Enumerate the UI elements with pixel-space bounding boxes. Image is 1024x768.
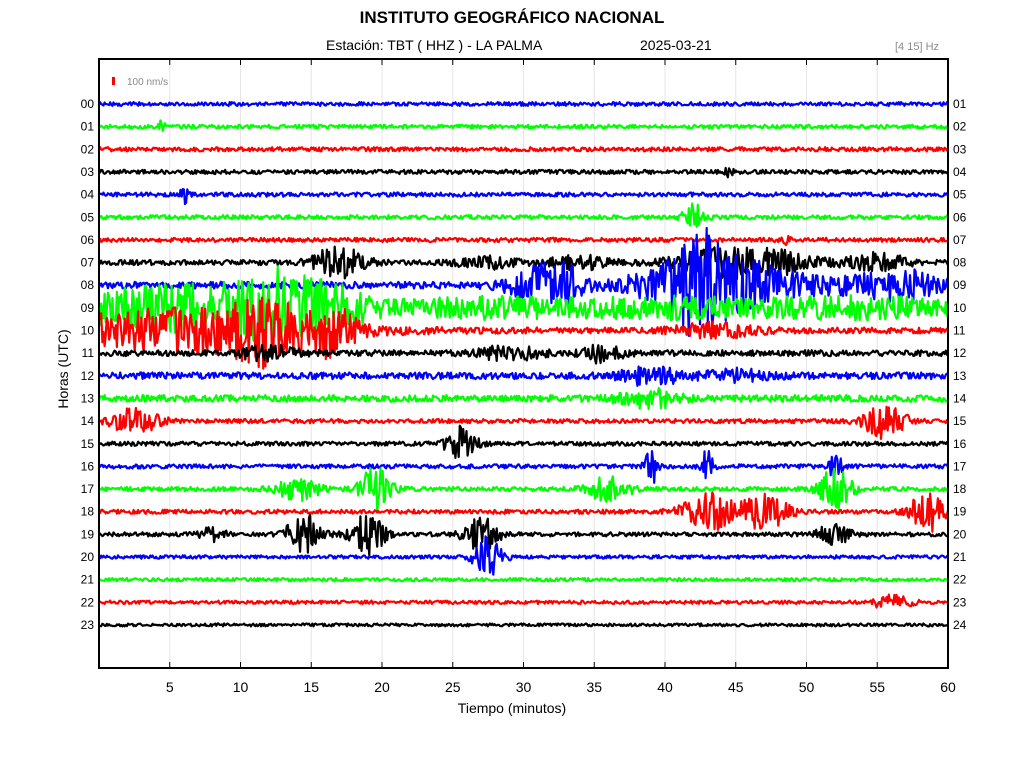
x-tick-label: 40 xyxy=(657,679,673,695)
scale-label: 100 nm/s xyxy=(127,77,168,88)
hour-label-right: 06 xyxy=(953,210,967,224)
hour-label-right: 08 xyxy=(953,256,967,270)
hour-label-left: 05 xyxy=(81,210,95,224)
scale-bar xyxy=(112,77,115,85)
hour-label-left: 18 xyxy=(81,505,95,519)
hour-label-left: 01 xyxy=(81,120,95,134)
hour-label-right: 21 xyxy=(953,550,967,564)
hour-label-left: 03 xyxy=(81,165,95,179)
hour-label-right: 09 xyxy=(953,278,967,292)
hour-label-right: 18 xyxy=(953,482,967,496)
frequency-band-label: [4 15] Hz xyxy=(895,41,940,53)
x-tick-label: 15 xyxy=(303,679,319,695)
trace-hour-23 xyxy=(98,622,949,628)
date-label: 2025-03-21 xyxy=(640,37,712,53)
trace-hour-06 xyxy=(97,234,949,247)
trace-hour-03 xyxy=(99,166,948,179)
hour-label-right: 19 xyxy=(953,505,967,519)
hour-label-right: 20 xyxy=(953,527,967,541)
x-tick-label: 45 xyxy=(728,679,744,695)
hour-label-right: 16 xyxy=(953,437,967,451)
hour-label-left: 04 xyxy=(81,188,95,202)
hour-label-left: 13 xyxy=(81,391,95,405)
hour-label-left: 23 xyxy=(81,618,95,632)
hour-label-right: 14 xyxy=(953,391,967,405)
hour-label-left: 20 xyxy=(81,550,95,564)
hour-label-left: 12 xyxy=(81,369,95,383)
hour-label-left: 10 xyxy=(81,324,95,338)
x-tick-label: 30 xyxy=(516,679,532,695)
hour-label-left: 17 xyxy=(81,482,95,496)
hour-label-right: 01 xyxy=(953,97,967,111)
x-tick-label: 25 xyxy=(445,679,461,695)
x-tick-label: 60 xyxy=(940,679,956,695)
hour-label-right: 12 xyxy=(953,346,967,360)
trace-hour-16 xyxy=(98,450,950,485)
x-tick-label: 10 xyxy=(233,679,249,695)
hour-label-right: 07 xyxy=(953,233,967,247)
hour-label-right: 23 xyxy=(953,595,967,609)
hour-label-right: 17 xyxy=(953,459,967,473)
trace-hour-04 xyxy=(98,188,949,206)
hour-label-left: 21 xyxy=(81,573,95,587)
hour-label-right: 11 xyxy=(953,324,966,338)
trace-hour-21 xyxy=(98,576,949,583)
hour-label-right: 03 xyxy=(953,142,967,156)
x-tick-label: 5 xyxy=(166,679,174,695)
trace-hour-13 xyxy=(97,386,949,411)
chart-title: INSTITUTO GEOGRÁFICO NACIONAL xyxy=(359,8,665,27)
trace-hour-02 xyxy=(97,146,949,153)
station-label: Estación: TBT ( HHZ ) - LA PALMA xyxy=(326,37,543,53)
trace-hour-17 xyxy=(98,467,950,513)
trace-hour-15 xyxy=(98,424,949,459)
hour-label-right: 05 xyxy=(953,188,967,202)
trace-hour-09 xyxy=(97,265,949,352)
hour-label-right: 04 xyxy=(953,165,967,179)
x-tick-label: 35 xyxy=(586,679,602,695)
hour-label-left: 15 xyxy=(81,437,95,451)
trace-hour-11 xyxy=(98,343,949,365)
hour-label-right: 10 xyxy=(953,301,967,315)
trace-hour-12 xyxy=(98,365,949,387)
trace-hour-01 xyxy=(99,119,950,132)
x-tick-label: 50 xyxy=(799,679,815,695)
x-tick-label: 20 xyxy=(374,679,390,695)
trace-hour-20 xyxy=(98,535,949,576)
hour-label-right: 13 xyxy=(953,369,967,383)
hour-label-right: 24 xyxy=(953,618,967,632)
hour-label-left: 02 xyxy=(81,142,95,156)
trace-hour-10 xyxy=(98,296,950,370)
hour-label-left: 08 xyxy=(81,278,95,292)
hour-label-right: 15 xyxy=(953,414,967,428)
hour-label-left: 14 xyxy=(81,414,95,428)
hour-label-left: 07 xyxy=(81,256,95,270)
trace-hour-14 xyxy=(98,405,950,440)
x-tick-label: 55 xyxy=(869,679,885,695)
hour-label-left: 22 xyxy=(81,595,95,609)
trace-hour-22 xyxy=(98,593,949,609)
trace-hour-05 xyxy=(98,202,950,228)
x-axis-label: Tiempo (minutos) xyxy=(457,700,567,716)
hour-label-left: 16 xyxy=(81,459,95,473)
trace-hour-19 xyxy=(98,513,949,557)
hour-label-right: 22 xyxy=(953,573,967,587)
hour-label-right: 02 xyxy=(953,120,967,134)
hour-label-left: 11 xyxy=(82,346,95,360)
hour-label-left: 00 xyxy=(81,97,95,111)
trace-hour-18 xyxy=(98,491,950,533)
trace-hour-08 xyxy=(98,226,949,337)
trace-hour-00 xyxy=(99,101,949,107)
hour-label-left: 06 xyxy=(81,233,95,247)
hour-label-left: 09 xyxy=(81,301,95,315)
trace-hour-07 xyxy=(97,245,949,281)
hour-label-left: 19 xyxy=(81,527,95,541)
